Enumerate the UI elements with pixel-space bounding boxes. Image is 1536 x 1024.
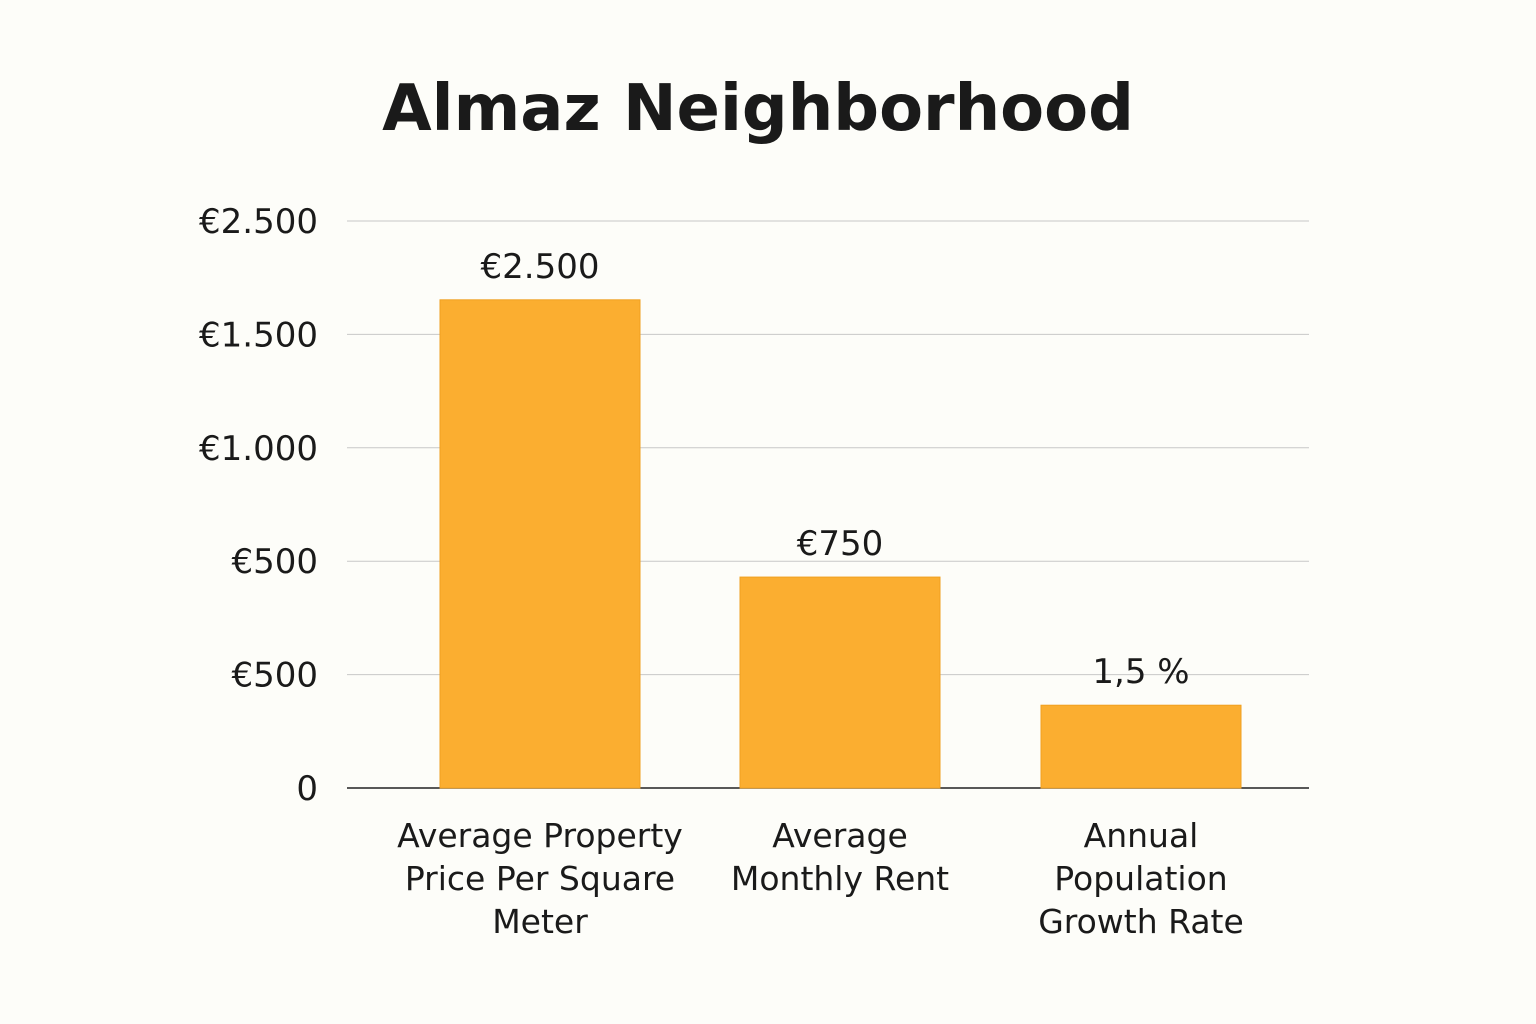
y-tick-label: €500 — [231, 656, 318, 696]
y-tick-label: €1.000 — [199, 429, 318, 469]
x-tick-label-line: Average — [772, 816, 908, 855]
x-tick-label: Average Monthly Rent — [670, 814, 1010, 900]
x-tick-label-line: Price Per Square — [404, 859, 676, 898]
y-tick-label: €1.500 — [199, 315, 318, 355]
x-tick-label-line: Average Property — [397, 816, 683, 855]
y-tick-label: €2.500 — [199, 202, 318, 242]
data-label: €2.500 — [481, 247, 600, 287]
x-tick-label-line: Monthly Rent — [730, 859, 950, 898]
bar — [739, 576, 941, 789]
x-tick-label: Average Property Price Per Square Meter — [370, 814, 710, 943]
data-label: €750 — [797, 524, 884, 564]
data-label: 1,5 % — [1092, 652, 1189, 692]
y-tick-label: €500 — [231, 542, 318, 582]
x-tick-label-line: Meter — [492, 902, 588, 941]
bar — [439, 299, 641, 789]
x-tick-label-line: Annual — [1083, 816, 1199, 855]
bar — [1040, 704, 1242, 789]
x-tick-label: Annual Population Growth Rate — [971, 814, 1311, 943]
x-tick-label-line: Population — [1054, 859, 1228, 898]
y-tick-label: 0 — [296, 769, 318, 809]
x-tick-label-line: Growth Rate — [1038, 902, 1244, 941]
chart-title: Almaz Neighborhood — [382, 72, 1134, 146]
